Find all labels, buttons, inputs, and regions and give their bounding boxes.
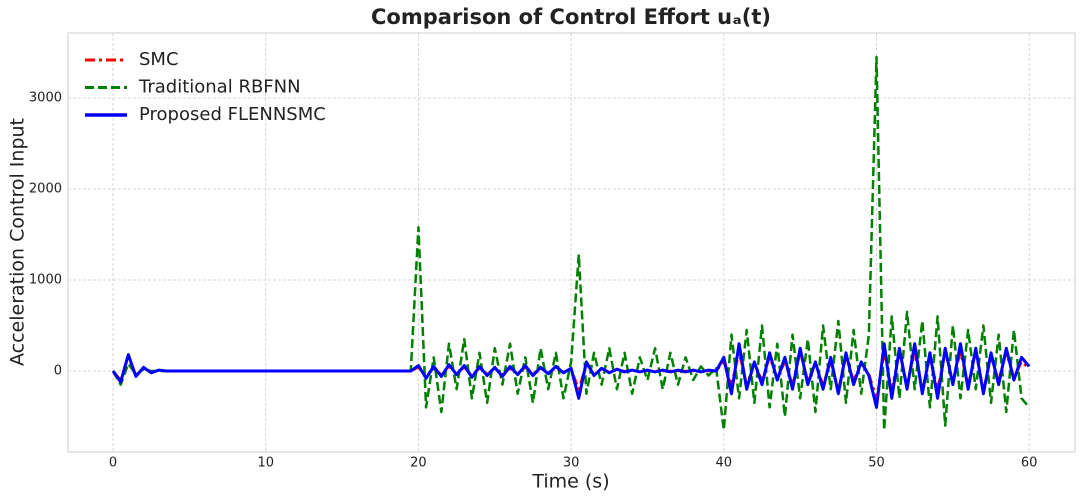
x-tick-label: 40 [716,456,733,471]
x-tick-label: 0 [109,456,117,471]
y-tick-label: 1000 [29,272,62,287]
x-tick-label: 30 [563,456,580,471]
x-tick-label: 50 [868,456,885,471]
x-tick-label: 20 [410,456,427,471]
chart-title: Comparison of Control Effort uₐ(t) [371,5,771,29]
x-tick-label: 60 [1021,456,1038,471]
x-axis-label: Time (s) [531,471,609,493]
series-line [111,342,1031,409]
plot-frame [67,32,1076,453]
y-axis-label: Acceleration Control Input [7,118,29,366]
y-tick-label: 3000 [29,90,62,105]
y-tick-label: 2000 [29,181,62,196]
x-tick-label: 10 [257,456,274,471]
legend-label: Proposed FLENNSMC [139,104,326,125]
legend-label: Traditional RBFNN [138,77,301,98]
y-tick-label: 0 [54,364,62,379]
legend-label: SMC [139,49,179,70]
